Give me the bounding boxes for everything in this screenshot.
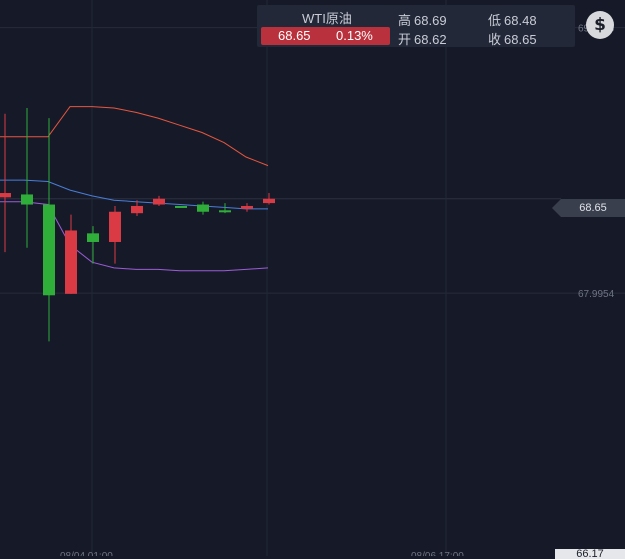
bollinger-bands <box>0 106 269 272</box>
stat-low: 低 68.48 <box>488 13 537 28</box>
x-tick-label: 08/06 17:00 <box>411 551 464 556</box>
candle-9 <box>197 201 209 215</box>
candles <box>0 108 275 342</box>
candle-5 <box>109 205 121 264</box>
candle-12 <box>263 193 275 205</box>
quote-panel: WTI原油 68.65 0.13% 高 68.69 低 68.48 开 68.62 收… <box>257 5 575 47</box>
lower-band-line <box>0 201 269 272</box>
candle-body <box>219 210 231 213</box>
candle-body <box>0 193 11 198</box>
candle-7 <box>153 195 165 206</box>
instrument-name: WTI原油 <box>302 11 352 26</box>
candle-body <box>263 198 275 204</box>
candle-body <box>241 205 253 209</box>
candle-body <box>131 205 143 214</box>
last-price: 68.65 <box>278 28 311 43</box>
middle-band-line <box>0 179 268 210</box>
candle-body <box>87 233 99 242</box>
y-tick-label: 67.9954 <box>578 289 615 300</box>
candle-body <box>175 205 187 208</box>
candle-body <box>197 204 209 212</box>
candle-1 <box>21 108 33 248</box>
change-percent: 0.13% <box>336 28 373 43</box>
candle-8 <box>175 205 187 208</box>
x-tick-label: 08/04 01:00 <box>60 551 113 556</box>
candle-4 <box>87 226 99 264</box>
candle-11 <box>241 203 253 212</box>
current-price-tag: 68.65 <box>552 199 625 217</box>
axis-labels: 69.837867.995408/04 01:0008/06 17:00 <box>60 24 615 556</box>
candle-body <box>65 230 77 294</box>
upper-band-line <box>0 106 269 167</box>
stat-high: 高 68.69 <box>398 13 447 28</box>
price-change-badge: 68.65 0.13% <box>261 27 390 45</box>
candle-3 <box>65 214 77 294</box>
candle-2 <box>43 118 55 342</box>
stat-open: 开 68.62 <box>398 32 447 47</box>
candle-0 <box>0 113 11 253</box>
candle-body <box>21 194 33 205</box>
candle-body <box>109 211 121 242</box>
candle-10 <box>219 203 231 214</box>
dollar-icon[interactable]: $ <box>586 11 614 39</box>
candle-6 <box>131 200 143 217</box>
candle-body <box>153 198 165 205</box>
bottom-price-tag: 66.17 <box>555 549 625 559</box>
candle-body <box>43 204 55 296</box>
stat-close: 收 68.65 <box>488 32 537 47</box>
